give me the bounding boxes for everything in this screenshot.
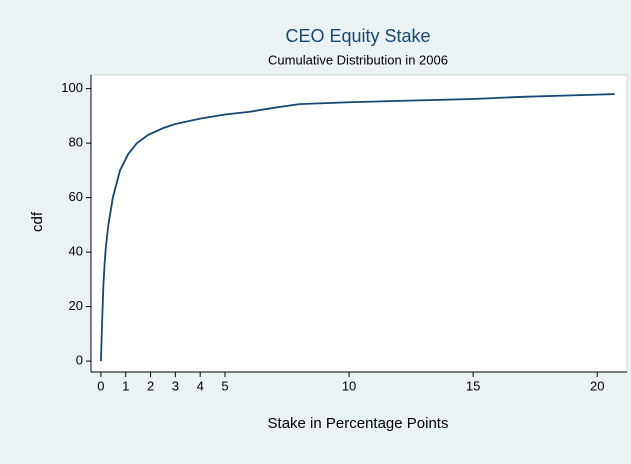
x-tick-label: 3 bbox=[172, 378, 179, 393]
x-tick-label: 4 bbox=[197, 378, 204, 393]
y-tick-label: 40 bbox=[69, 244, 83, 259]
x-tick-label: 2 bbox=[147, 378, 154, 393]
chart-subtitle: Cumulative Distribution in 2006 bbox=[268, 52, 448, 67]
x-tick-label: 15 bbox=[466, 378, 480, 393]
x-tick-label: 0 bbox=[97, 378, 104, 393]
x-tick-label: 1 bbox=[122, 378, 129, 393]
y-tick-label: 60 bbox=[69, 189, 83, 204]
y-tick-label: 100 bbox=[61, 80, 83, 95]
x-tick-label: 5 bbox=[221, 378, 228, 393]
x-tick-label: 20 bbox=[590, 378, 604, 393]
x-tick-label: 10 bbox=[342, 378, 356, 393]
plot-area bbox=[90, 74, 628, 373]
y-tick-label: 0 bbox=[76, 353, 83, 368]
y-axis-label: cdf bbox=[29, 211, 46, 232]
y-tick-label: 80 bbox=[69, 135, 83, 150]
x-axis-label: Stake in Percentage Points bbox=[268, 415, 449, 432]
chart-title: CEO Equity Stake bbox=[285, 26, 430, 46]
y-tick-label: 20 bbox=[69, 298, 83, 313]
cdf-line bbox=[100, 93, 615, 362]
